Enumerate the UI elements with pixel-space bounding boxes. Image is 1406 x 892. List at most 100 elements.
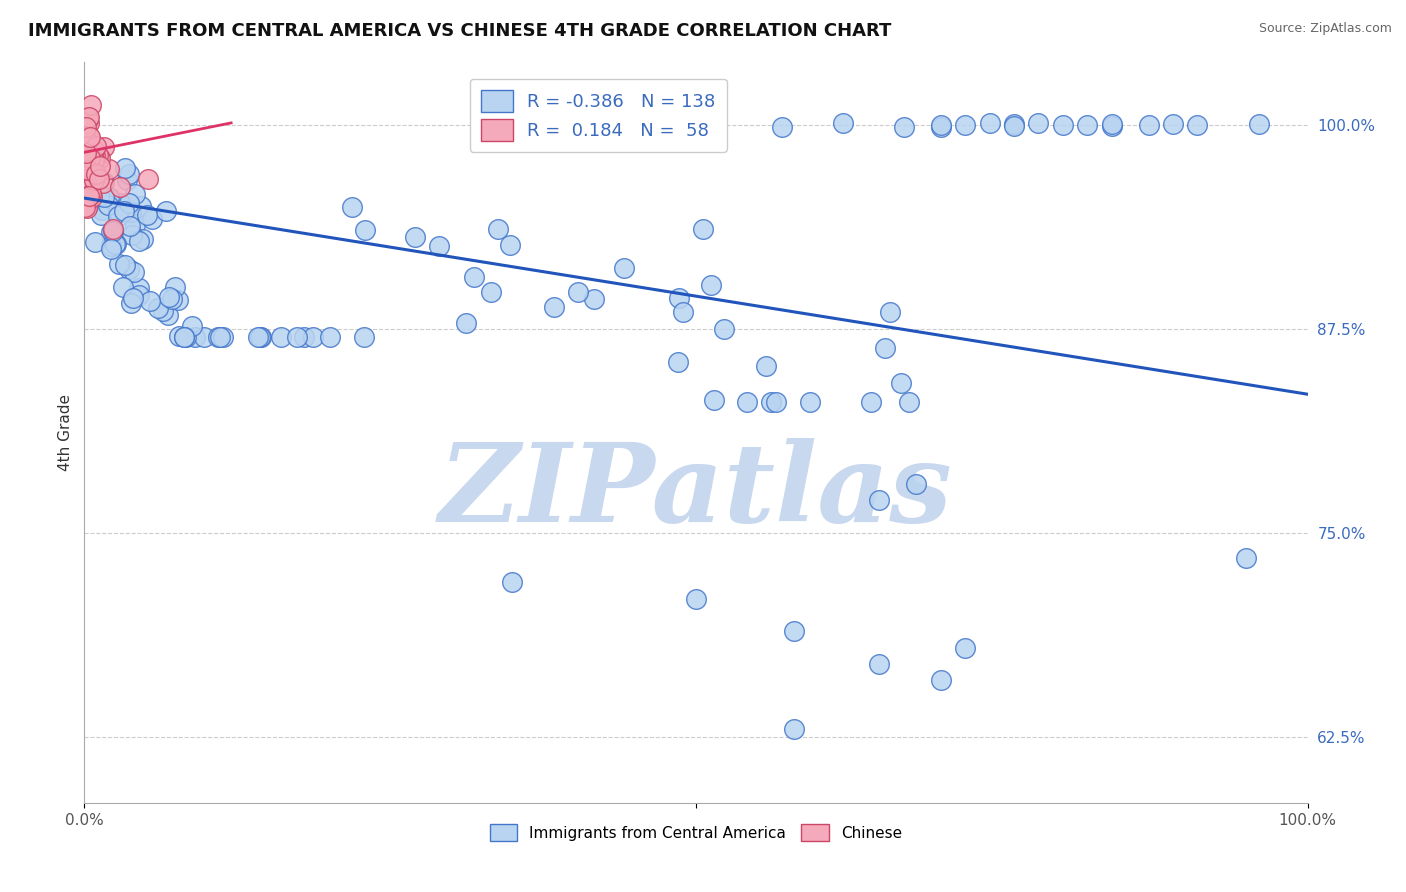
Point — [77, 145, 100, 160]
Text: Source: ZipAtlas.com: Source: ZipAtlas.com — [1258, 22, 1392, 36]
Point — [79, 184, 101, 198]
Point — [898, 395, 921, 409]
Point — [80, 153, 103, 167]
Point — [77, 192, 100, 206]
Point — [75, 134, 97, 148]
Point — [1247, 117, 1270, 131]
Point — [76, 110, 98, 124]
Point — [100, 225, 122, 239]
Point — [83, 143, 105, 157]
Point — [211, 330, 233, 344]
Point — [1002, 119, 1025, 133]
Point — [114, 258, 136, 272]
Point — [319, 330, 342, 344]
Point — [79, 151, 101, 165]
Point — [207, 330, 229, 344]
Point — [124, 186, 146, 201]
Point — [1236, 550, 1258, 565]
Point — [582, 292, 605, 306]
Point — [141, 212, 163, 227]
Point — [122, 291, 145, 305]
Point — [93, 139, 115, 153]
Point — [699, 277, 721, 292]
Point — [1101, 120, 1123, 134]
Point — [285, 330, 308, 344]
Point — [84, 167, 107, 181]
Point — [79, 188, 101, 202]
Point — [193, 330, 215, 344]
Point — [73, 144, 96, 158]
Point — [132, 232, 155, 246]
Point — [869, 493, 891, 508]
Point — [1161, 117, 1184, 131]
Point — [342, 200, 364, 214]
Point — [79, 98, 101, 112]
Point — [121, 227, 143, 242]
Point — [893, 120, 915, 134]
Point — [180, 318, 202, 333]
Point — [80, 190, 103, 204]
Point — [567, 285, 589, 299]
Point — [75, 164, 97, 178]
Point — [859, 395, 882, 409]
Point — [122, 265, 145, 279]
Point — [112, 203, 135, 218]
Point — [799, 395, 821, 409]
Y-axis label: 4th Grade: 4th Grade — [58, 394, 73, 471]
Point — [79, 153, 101, 167]
Point — [783, 624, 806, 639]
Point — [98, 189, 121, 203]
Point — [929, 120, 952, 134]
Point — [79, 183, 101, 197]
Point — [1002, 117, 1025, 131]
Point — [167, 329, 190, 343]
Point — [404, 229, 426, 244]
Point — [463, 270, 485, 285]
Point — [703, 392, 725, 407]
Point — [87, 172, 110, 186]
Point — [73, 177, 96, 191]
Point — [75, 163, 97, 178]
Point — [247, 330, 270, 344]
Point — [685, 591, 707, 606]
Point — [112, 279, 135, 293]
Point — [301, 330, 323, 344]
Point — [692, 222, 714, 236]
Point — [75, 120, 97, 135]
Point — [96, 190, 118, 204]
Point — [84, 149, 107, 163]
Point — [83, 153, 105, 168]
Point — [84, 139, 107, 153]
Text: IMMIGRANTS FROM CENTRAL AMERICA VS CHINESE 4TH GRADE CORRELATION CHART: IMMIGRANTS FROM CENTRAL AMERICA VS CHINE… — [28, 22, 891, 40]
Text: ZIPatlas: ZIPatlas — [439, 438, 953, 546]
Point — [136, 171, 159, 186]
Point — [73, 166, 96, 180]
Point — [353, 330, 375, 344]
Point — [668, 291, 690, 305]
Point — [107, 209, 129, 223]
Point — [770, 120, 793, 135]
Point — [543, 300, 565, 314]
Legend: Immigrants from Central America, Chinese: Immigrants from Central America, Chinese — [484, 818, 908, 847]
Point — [152, 304, 174, 318]
Point — [80, 181, 103, 195]
Point — [101, 224, 124, 238]
Point — [135, 208, 157, 222]
Point — [249, 330, 271, 344]
Point — [75, 117, 97, 131]
Point — [73, 184, 96, 198]
Point — [101, 222, 124, 236]
Point — [613, 260, 636, 275]
Point — [1101, 118, 1123, 132]
Point — [76, 162, 98, 177]
Point — [765, 395, 787, 409]
Point — [735, 395, 758, 409]
Point — [76, 194, 98, 209]
Point — [1137, 118, 1160, 132]
Point — [124, 218, 146, 232]
Point — [73, 200, 96, 214]
Point — [486, 222, 509, 236]
Point — [118, 219, 141, 234]
Point — [93, 189, 115, 203]
Point — [672, 304, 695, 318]
